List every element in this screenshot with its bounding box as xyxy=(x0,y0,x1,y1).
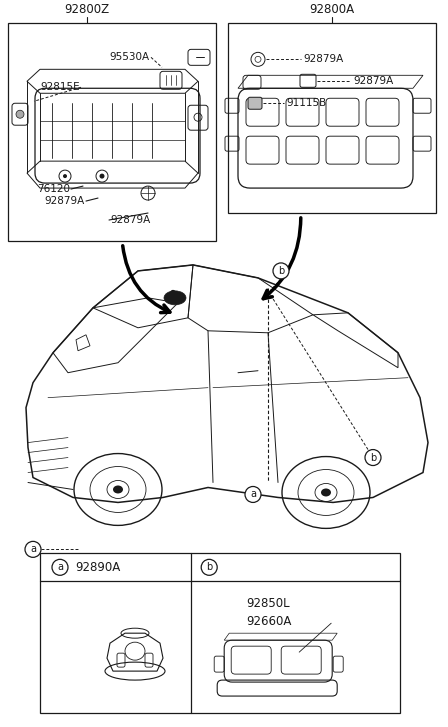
Text: 92800A: 92800A xyxy=(310,4,354,17)
Circle shape xyxy=(52,559,68,575)
Ellipse shape xyxy=(164,291,186,305)
Text: 76120: 76120 xyxy=(37,184,70,194)
Ellipse shape xyxy=(321,489,331,497)
Circle shape xyxy=(25,542,41,558)
Text: 91115B: 91115B xyxy=(286,98,326,108)
Text: 92850L: 92850L xyxy=(246,597,290,610)
Ellipse shape xyxy=(113,486,123,494)
Text: b: b xyxy=(370,452,376,462)
Circle shape xyxy=(201,559,217,575)
Circle shape xyxy=(365,449,381,465)
Text: a: a xyxy=(250,489,256,499)
Circle shape xyxy=(99,174,104,179)
Circle shape xyxy=(16,111,24,119)
Text: 92879A: 92879A xyxy=(303,55,343,64)
Text: b: b xyxy=(278,266,284,276)
Text: 92800Z: 92800Z xyxy=(65,4,110,17)
Text: 92890A: 92890A xyxy=(75,561,120,574)
Text: 92660A: 92660A xyxy=(246,615,292,627)
Text: 92879A: 92879A xyxy=(353,76,393,87)
Text: 92815E: 92815E xyxy=(40,82,80,92)
Polygon shape xyxy=(76,335,90,350)
Bar xyxy=(40,553,400,713)
Circle shape xyxy=(170,290,176,296)
FancyBboxPatch shape xyxy=(248,97,262,109)
Circle shape xyxy=(63,174,67,178)
Circle shape xyxy=(273,263,289,279)
Text: 92879A: 92879A xyxy=(110,215,150,225)
Text: a: a xyxy=(57,562,63,572)
Bar xyxy=(8,23,216,241)
Circle shape xyxy=(245,486,261,502)
Text: b: b xyxy=(206,562,212,572)
Text: a: a xyxy=(30,545,36,555)
Text: 92879A: 92879A xyxy=(45,196,85,206)
Text: 95530A: 95530A xyxy=(110,52,150,63)
Bar xyxy=(228,23,436,213)
